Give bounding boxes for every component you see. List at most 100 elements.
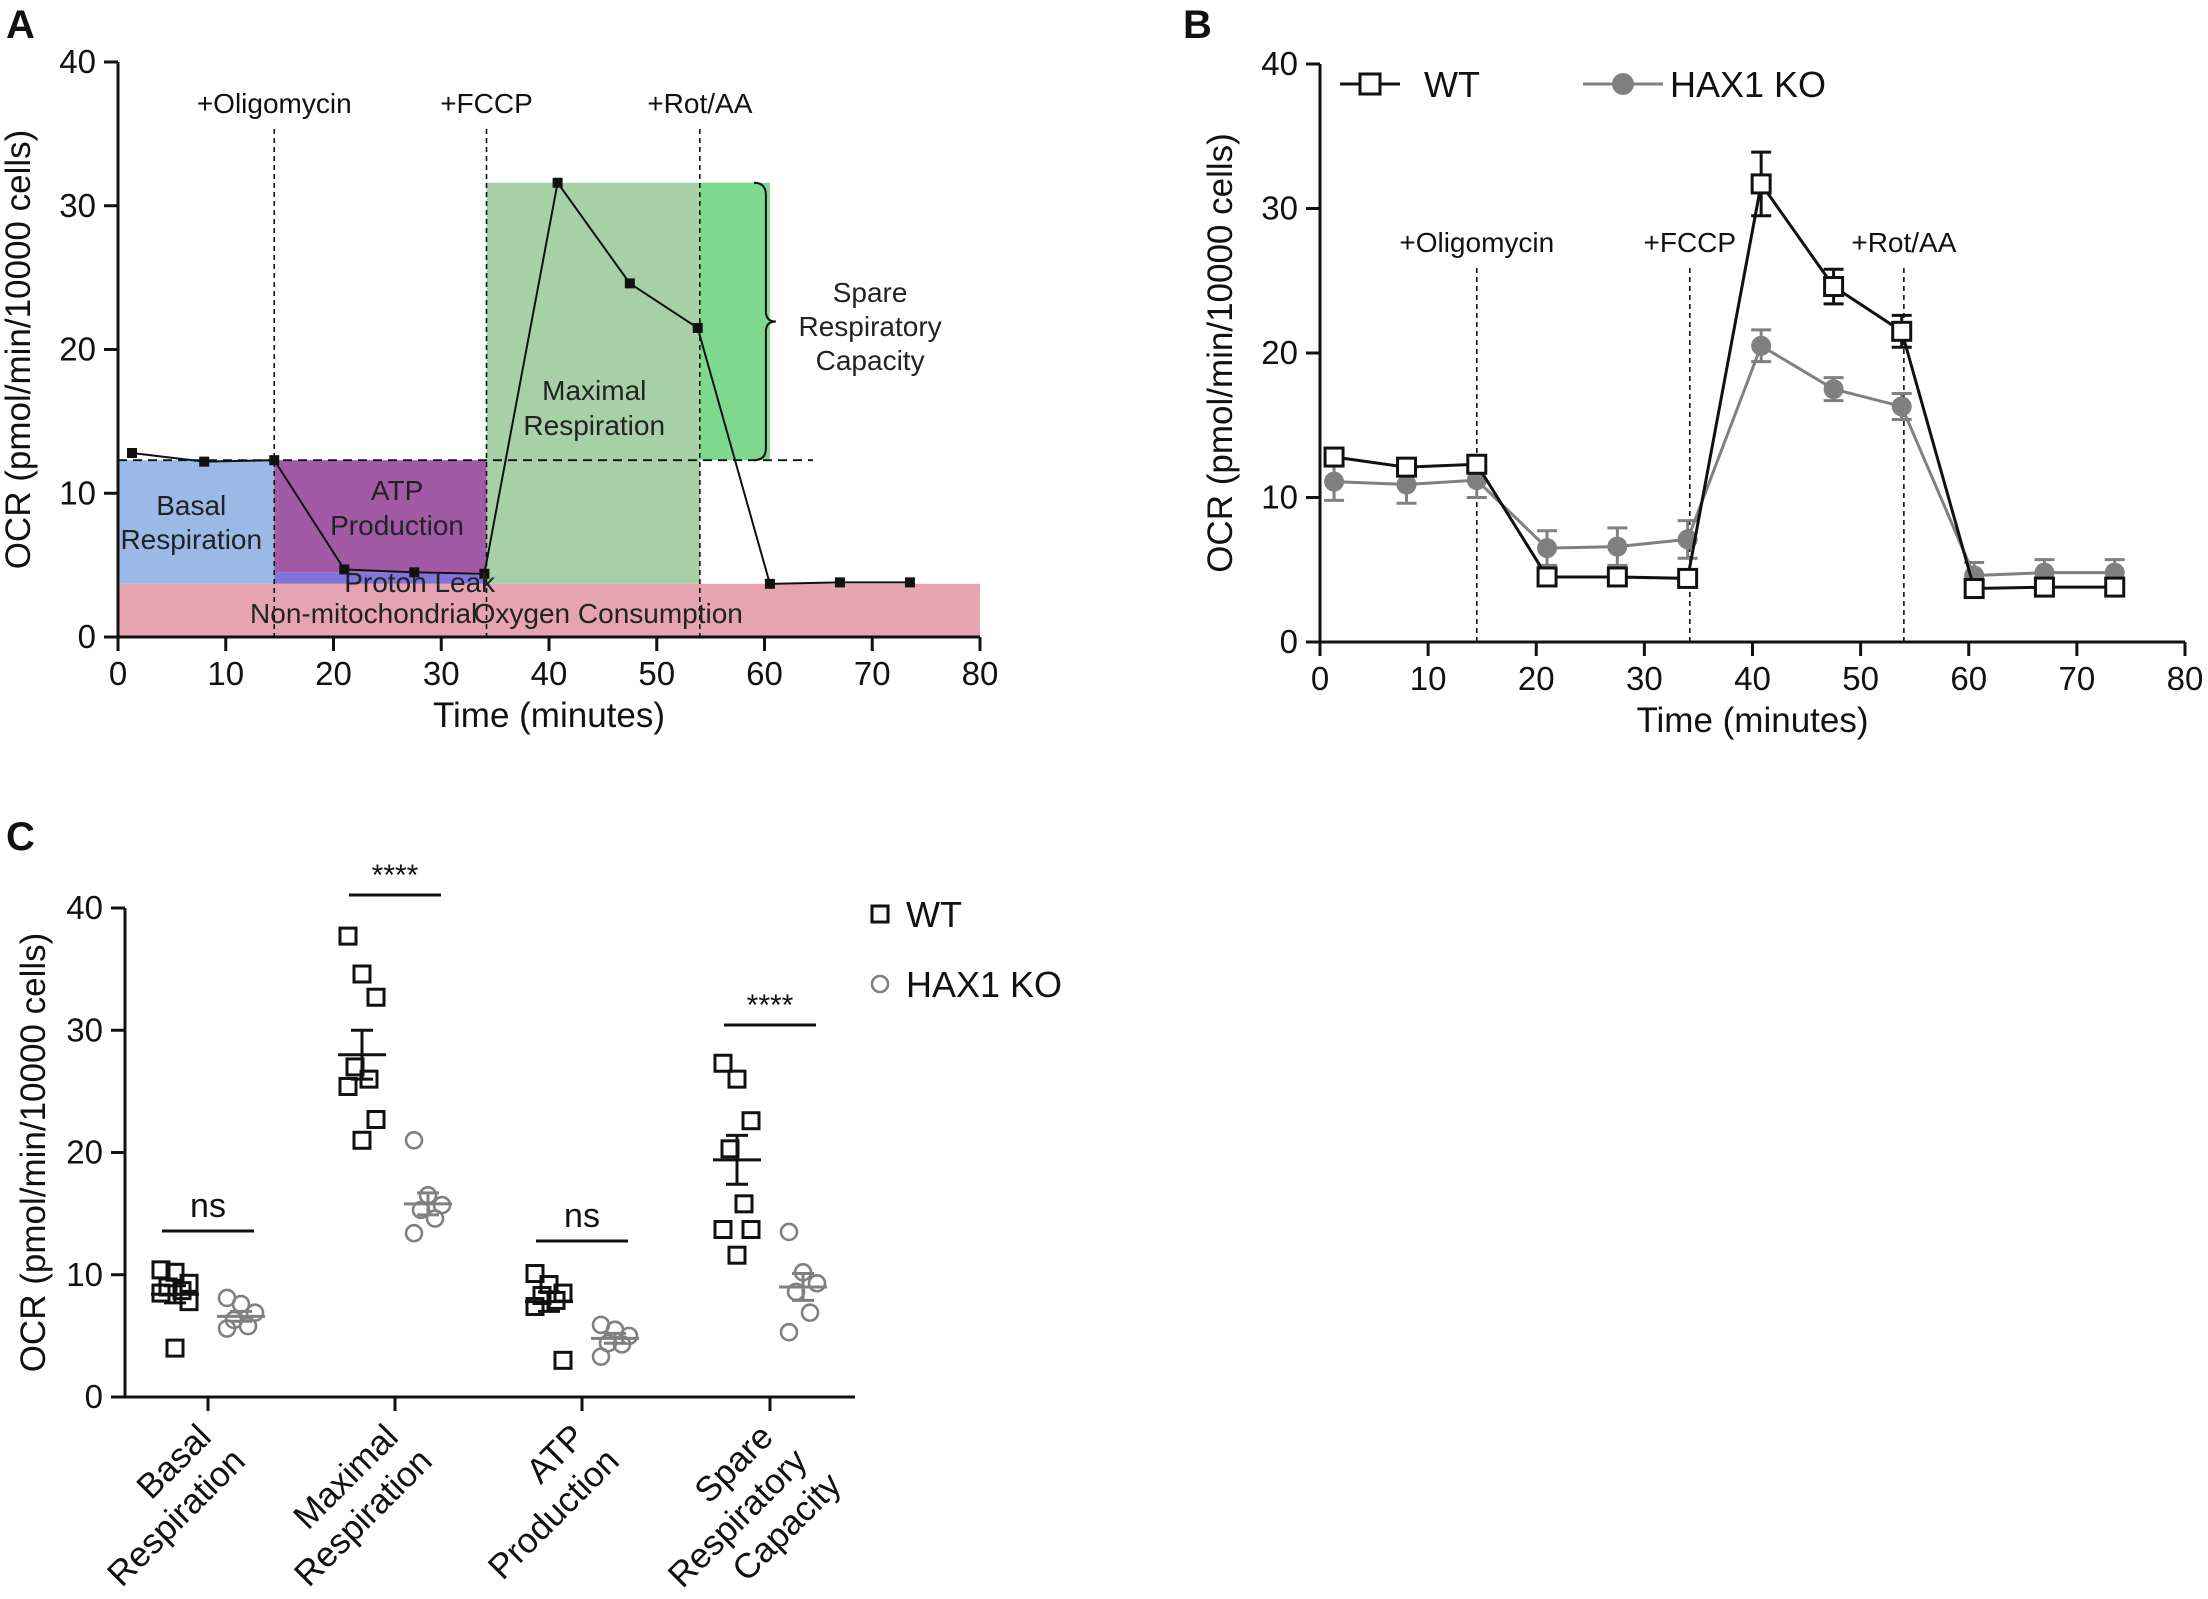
panel-a-x-tick-label: 30 [423, 655, 460, 692]
panel-c-sig-label: **** [747, 989, 794, 1022]
panel-c-wt-point [713, 1220, 733, 1240]
panel-a-maximal-label-1: Maximal [542, 375, 646, 406]
panel-b-ko-point [1607, 536, 1628, 557]
panel-b-legend-wt-marker [1358, 72, 1382, 96]
panel-b-y-axis-title: OCR (pmol/min/10000 cells) [1201, 133, 1240, 573]
panel-a-ocr-point [269, 455, 280, 466]
panel-a-nonmito-label-2: Oxygen Consumption [474, 598, 743, 629]
panel-a-basal-label-1: Basal [156, 490, 226, 521]
panel-b-x-tick-label: 60 [1950, 660, 1987, 697]
panel-c-sig-label: ns [564, 1197, 600, 1235]
panel-c-wt-point [525, 1264, 545, 1284]
panel-b-wt-point [1536, 566, 1558, 588]
panel-c-points [151, 926, 827, 1370]
panel-a-chart: +Oligomycin +FCCP +Rot/AA 0 10 20 30 40 0 10 20 30… [0, 43, 998, 735]
panel-a-x-tick-label: 0 [109, 655, 127, 692]
panel-c-y-tick-label: 0 [85, 1378, 103, 1415]
panel-a-x-tick-label: 20 [315, 655, 352, 692]
panel-a-x-tick-label: 80 [962, 655, 999, 692]
panel-c-wt-point [165, 1338, 185, 1358]
panel-a-ocr-point [834, 577, 845, 588]
panel-b-x-tick-label: 40 [1734, 660, 1771, 697]
panel-a-ocr-point [552, 177, 563, 188]
panel-b-wt-point [1323, 446, 1345, 468]
panel-b-ko-point [1466, 470, 1487, 491]
panel-b-x-axis-title: Time (minutes) [1636, 701, 1868, 740]
panel-a-region-3 [486, 182, 700, 584]
panel-b-legend: WT HAX1 KO [1340, 64, 1826, 105]
panel-a-series [127, 177, 915, 589]
panel-c-wt-point [727, 1069, 747, 1089]
panel-a-region-5 [118, 583, 980, 637]
panel-a-ocr-point [479, 568, 490, 579]
panel-c-legend-ko-label: HAX1 KO [906, 964, 1062, 1005]
panel-b-injection-label: +Oligomycin [1399, 227, 1554, 258]
panel-c-wt-point [366, 987, 386, 1007]
panel-a-region-0 [118, 460, 275, 584]
panel-c-y-axis-title: OCR (pmol/min/10000 cells) [14, 933, 53, 1373]
panel-b-wt-point [1823, 276, 1845, 298]
panel-a-y-tick-label: 10 [59, 474, 96, 511]
panel-b-ko-line [1333, 343, 2115, 578]
panel-a-y-tick-label: 30 [59, 187, 96, 224]
panel-b-x-tick-label: 30 [1626, 660, 1663, 697]
panel-b-ko-point [1324, 471, 1345, 492]
panel-b-injection-label: +FCCP [1643, 227, 1736, 258]
panel-c-wt-point [366, 1109, 386, 1129]
panel-a-ocr-point [692, 322, 703, 333]
panel-c-y-tick-label: 30 [66, 1011, 103, 1048]
panel-letter-a: A [6, 3, 35, 47]
panel-a-spare-label-3: Capacity [816, 345, 925, 376]
panel-c-wt-point [741, 1111, 761, 1131]
panel-a-x-tick-label: 60 [746, 655, 783, 692]
panel-c-ko-point [238, 1316, 258, 1336]
panel-c-wt-point [734, 1194, 754, 1214]
panel-a-atp-label-2: Production [330, 510, 464, 541]
panel-c-wt-point [338, 926, 358, 946]
panel-a-injection-label: +FCCP [440, 88, 533, 119]
panel-b-wt-point [1750, 173, 1772, 195]
panel-b-wt-point [1396, 456, 1417, 478]
panel-c-wt-point [352, 964, 372, 984]
panel-c-ko-point [779, 1322, 799, 1342]
panel-c-ko-point [217, 1319, 237, 1338]
panel-c-ko-point [807, 1274, 827, 1293]
panel-a-injections: +Oligomycin +FCCP +Rot/AA [197, 88, 753, 637]
panel-c-ko-point [404, 1223, 424, 1243]
panel-c-sig-label: ns [190, 1187, 226, 1225]
panel-b-x-tick-label: 50 [1842, 660, 1879, 697]
panel-b-y-tick-label: 10 [1261, 479, 1298, 516]
panel-c-ko-point [800, 1303, 820, 1322]
panel-b-x-tick-label: 80 [2167, 660, 2204, 697]
panel-b-wt-point [2104, 576, 2126, 598]
panel-c-wt-point [713, 1053, 733, 1073]
panel-a-ocr-point [127, 448, 138, 458]
panel-b-legend-ko-marker [1612, 73, 1634, 95]
panel-c-legend-ko-marker [870, 974, 890, 994]
panel-c-ko-point [404, 1130, 424, 1150]
panel-a-atp-label-1: ATP [371, 475, 423, 506]
panel-a-regions [118, 182, 980, 637]
panel-a-maximal-label-2: Respiration [523, 410, 665, 441]
panel-b-x-tick-label: 70 [2059, 660, 2096, 697]
panel-letter-c: C [6, 815, 35, 859]
panel-c-ko-point [591, 1347, 611, 1366]
panel-b-ko-point [1396, 474, 1417, 495]
panel-c-wt-point [338, 1076, 358, 1096]
panel-b-injection-label: +Rot/AA [1851, 227, 1956, 258]
panel-c-significance: ns **** ns **** [162, 859, 816, 1243]
panel-a-x-tick-label: 70 [854, 655, 891, 692]
panel-a-x-axis-title: Time (minutes) [433, 696, 665, 735]
panel-a-y-tick-label: 40 [59, 43, 96, 80]
panel-b-ko-point [1537, 538, 1558, 559]
panel-b-series [1323, 150, 2126, 600]
panel-a-x-tick-label: 50 [638, 655, 675, 692]
panel-b-y-tick-label: 0 [1280, 623, 1298, 660]
panel-a-injection-label: +Oligomycin [197, 88, 352, 119]
panel-a-ocr-point [624, 278, 635, 289]
panel-b-y-tick-label: 30 [1261, 190, 1298, 227]
panel-c-y-tick-label: 40 [66, 889, 103, 926]
panel-b-y-tick-label: 20 [1261, 334, 1298, 371]
